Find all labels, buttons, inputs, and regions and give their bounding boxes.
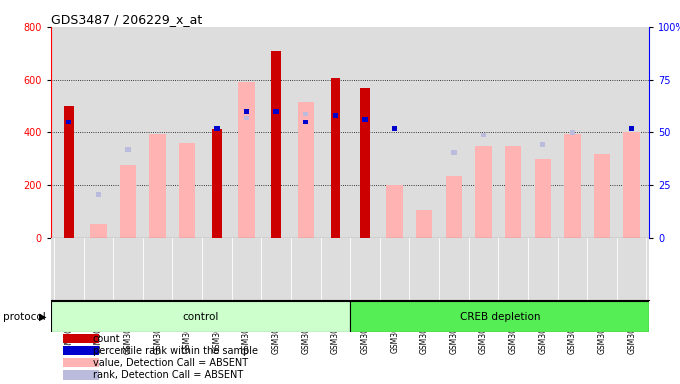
Bar (564, 134, 581, 238)
Bar (629, 126, 634, 131)
Bar (540, 142, 545, 147)
Bar (244, 109, 249, 114)
Bar (179, 143, 195, 238)
Bar (150, 134, 166, 238)
Bar (570, 130, 575, 135)
Bar (63, 358, 99, 367)
Text: percentile rank within the sample: percentile rank within the sample (93, 346, 258, 356)
Bar (360, 88, 370, 238)
Bar (120, 166, 136, 238)
Bar (392, 126, 397, 131)
Bar (452, 150, 456, 155)
Text: control: control (182, 312, 219, 322)
Bar (96, 192, 101, 197)
Text: CREB depletion: CREB depletion (460, 312, 540, 322)
Bar (362, 118, 368, 122)
Text: GDS3487 / 206229_x_at: GDS3487 / 206229_x_at (51, 13, 202, 26)
Bar (350, 301, 649, 332)
Bar (481, 133, 486, 137)
Bar (64, 106, 73, 238)
Bar (271, 51, 281, 238)
Bar (90, 223, 107, 238)
Text: rank, Detection Call = ABSENT: rank, Detection Call = ABSENT (93, 370, 243, 380)
Bar (303, 119, 309, 124)
Bar (125, 147, 131, 152)
Text: value, Detection Call = ABSENT: value, Detection Call = ABSENT (93, 358, 248, 367)
Bar (66, 119, 71, 124)
Bar (475, 146, 492, 238)
Bar (416, 210, 432, 238)
Bar (51, 301, 350, 332)
Bar (624, 132, 640, 238)
Text: count: count (93, 334, 120, 344)
Bar (505, 146, 522, 238)
Bar (629, 126, 634, 131)
Bar (212, 129, 222, 238)
Bar (63, 334, 99, 343)
Bar (594, 154, 610, 238)
Bar (330, 78, 340, 238)
Bar (534, 159, 551, 238)
Bar (244, 116, 249, 120)
Bar (298, 102, 314, 238)
Bar (214, 126, 220, 131)
Bar (273, 109, 279, 114)
Bar (386, 185, 403, 238)
Text: ▶: ▶ (39, 312, 46, 322)
Bar (303, 112, 309, 116)
Bar (239, 82, 255, 238)
Bar (63, 346, 99, 355)
Bar (63, 370, 99, 380)
Text: protocol: protocol (3, 312, 46, 322)
Bar (333, 113, 338, 118)
Bar (445, 176, 462, 238)
